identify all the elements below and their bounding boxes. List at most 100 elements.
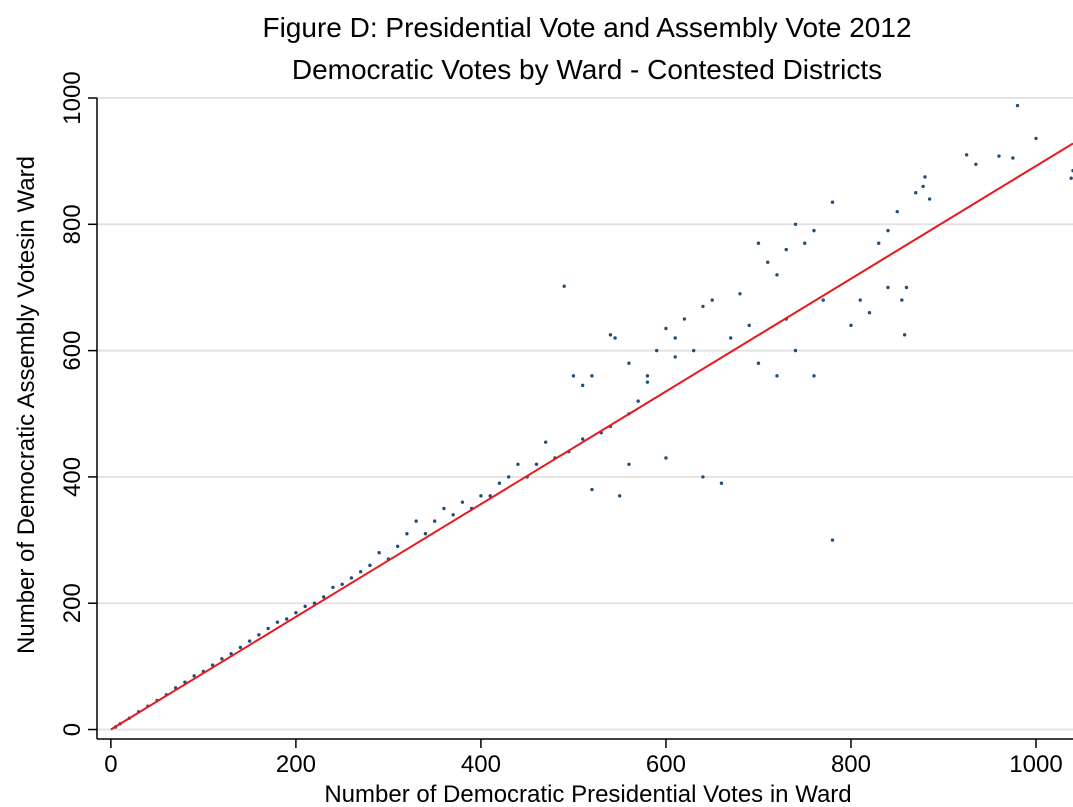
data-point [580,383,585,388]
data-point [1015,103,1020,108]
data-point [432,519,437,523]
data-point [921,184,925,189]
x-axis-title: Number of Democratic Presidential Votes … [324,781,851,807]
data-point [294,610,298,615]
data-point [1069,176,1073,180]
data-point [488,494,492,498]
data-point [775,374,779,378]
data-point [331,585,335,590]
data-point [543,440,548,444]
data-point [238,645,243,650]
data-point [701,304,705,309]
fit-line [110,142,1073,731]
data-point [220,657,224,661]
fit-line-group [110,142,1073,731]
data-point [645,380,650,384]
data-point [964,153,969,157]
y-tick-label-200: 200 [59,583,86,623]
data-point [284,617,289,621]
data-point [423,532,428,536]
data-point [645,374,650,378]
data-point [895,209,899,214]
data-point [590,374,594,378]
data-point [927,197,932,201]
x-tick-label-200: 200 [276,751,316,778]
data-point [812,228,816,233]
data-point [904,285,909,290]
data-point [613,336,617,340]
y-tick-label-1000: 1000 [59,71,86,124]
data-point [608,333,613,337]
data-point [506,475,511,479]
data-point [738,292,742,296]
data-point [534,462,539,466]
data-point [664,326,668,331]
data-point [266,626,270,631]
data-point [858,298,862,302]
data-point [627,462,631,466]
data-point [580,437,585,441]
data-point [654,348,659,353]
data-point [1034,136,1038,141]
data-point [849,323,853,328]
data-point [719,481,724,485]
gridlines [97,97,1073,731]
y-axis-title: Number of Democratic Assembly Votesin Wa… [13,156,40,654]
data-point [627,361,631,365]
x-tick-label-0: 0 [104,751,117,778]
data-point [784,247,788,252]
y-tick-label-0: 0 [59,723,86,736]
data-point [793,222,798,227]
data-point [682,317,687,321]
data-point [756,241,761,245]
data-point [636,399,640,403]
data-point [729,336,733,340]
axes: 0 200 400 600 800 1000 0 200 400 600 800 1000 [59,71,1073,778]
data-point [451,513,455,517]
data-point [405,532,409,536]
data-point [877,241,881,245]
data-point [923,175,927,179]
y-tick-label-600: 600 [59,331,86,371]
data-point [617,494,622,498]
data-point [497,481,502,485]
data-point [303,604,307,609]
data-point [997,154,1001,158]
chart-title: Figure D: Presidential Vote and Assembly… [262,12,911,43]
data-point [902,333,907,337]
data-point [192,674,196,678]
data-point [747,323,751,328]
data-point [247,639,252,643]
data-point [812,374,816,378]
y-tick-label-800: 800 [59,204,86,244]
data-point [460,500,465,504]
data-point [368,563,372,568]
y-tick-label-400: 400 [59,457,86,497]
data-point [479,494,483,498]
data-point [664,456,668,460]
data-point [756,361,761,365]
data-point [673,336,677,340]
data-point [349,576,354,580]
data-point [803,241,807,245]
data-point [914,191,918,195]
data-point [590,487,594,492]
data-point [516,462,520,466]
data-point [321,595,326,599]
data-point [571,374,576,378]
data-point [442,506,446,511]
data-point [821,298,825,302]
data-point [358,569,363,574]
data-point [886,228,890,233]
data-point [830,200,835,204]
data-point [673,355,677,359]
data-point [900,298,904,302]
data-point [710,298,714,302]
data-point [395,544,400,549]
data-point [377,550,381,555]
data-point [257,633,261,637]
data-point [701,475,705,479]
x-tick-label-800: 800 [831,751,871,778]
data-point [562,284,566,288]
